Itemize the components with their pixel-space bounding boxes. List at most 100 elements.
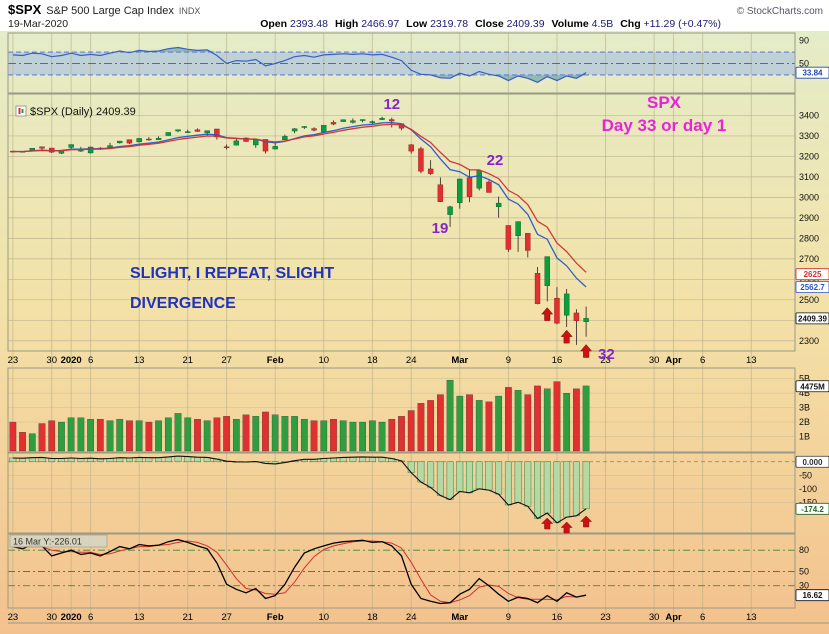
x-axis-label: 6 [88, 355, 93, 366]
x-axis-label: 13 [134, 612, 145, 623]
stoch-k-line [12, 538, 587, 605]
rsi-extreme-shading [12, 74, 587, 83]
x-axis-label: 23 [8, 612, 19, 623]
value-box [795, 281, 829, 293]
x-axis-label: 2020 [61, 612, 82, 623]
axis-label: 2800 [799, 233, 819, 243]
value-box-label: 2562.7 [800, 283, 825, 292]
quote-value-low: 2319.78 [430, 18, 469, 30]
axis-label: 4B [799, 388, 810, 398]
rsi-line [12, 46, 587, 83]
x-axis-label: 21 [182, 355, 193, 366]
quote-label-chg: Chg [620, 18, 644, 30]
x-axis-label: 10 [318, 355, 329, 366]
quote-line: Open 2393.48 High 2466.97 Low 2319.78 Close… [260, 18, 728, 30]
annotation-text: SLIGHT, I REPEAT, SLIGHT [130, 265, 334, 282]
value-box-label: 2625 [804, 270, 822, 279]
x-axis-label: 27 [221, 612, 232, 623]
x-axis-label: 9 [506, 612, 511, 623]
up-arrow [541, 517, 554, 530]
axis-label: 2500 [799, 295, 819, 305]
x-axis-label: 13 [134, 355, 145, 366]
up-arrow [579, 515, 593, 528]
x-axis-label: 16 [552, 355, 563, 366]
up-arrow [580, 344, 593, 358]
quote-value-high: 2466.97 [361, 18, 400, 30]
quote-value-close: 2409.39 [506, 18, 545, 30]
chart-area: 3400330032003100300029002800270026002500… [0, 31, 829, 634]
value-box-label: 33.84 [802, 69, 823, 78]
axis-label: -50 [799, 470, 812, 480]
annotation-text: DIVERGENCE [130, 295, 236, 312]
macd-histogram [9, 455, 590, 524]
axis-label: 2900 [799, 213, 819, 223]
axis-label: 5B [799, 374, 810, 384]
x-axis-label: 30 [649, 355, 660, 366]
axis-label: 3B [799, 403, 810, 413]
x-axis-label: 23 [600, 355, 611, 366]
axis-label: 3300 [799, 131, 819, 141]
chart-header: $SPX S&P 500 Large Cap Index INDX © Stoc… [0, 0, 829, 31]
stoch-signal-line [12, 540, 587, 604]
value-box-label: 0.000 [802, 458, 823, 467]
x-axis-label: 6 [88, 612, 93, 623]
quote-label-close: Close [475, 18, 507, 30]
volume-bars [9, 379, 590, 452]
quote-label-open: Open [260, 18, 290, 30]
axis-label: 2700 [799, 254, 819, 264]
x-axis-label: Mar [451, 355, 468, 366]
annotation-text: 12 [383, 96, 400, 113]
x-axis-label: 18 [367, 355, 378, 366]
value-box [795, 380, 829, 393]
x-axis-label: 23 [600, 612, 611, 623]
value-box [795, 66, 829, 79]
symbol: $SPX [8, 2, 42, 17]
annotation-text: 19 [432, 220, 449, 237]
x-axis-label: 9 [506, 355, 511, 366]
value-box-label: -174.2 [801, 505, 824, 514]
chart-style-icon[interactable] [15, 105, 27, 117]
x-axis-label: 13 [746, 612, 757, 623]
axis-label: 3400 [799, 110, 819, 120]
x-axis-label: 23 [8, 355, 19, 366]
x-axis-label: 13 [746, 355, 757, 366]
quote-label-low: Low [406, 18, 431, 30]
slow-ema-line [12, 123, 587, 273]
axis-label: -150 [799, 497, 817, 507]
up-arrow [560, 521, 573, 534]
x-axis-label: 24 [406, 355, 417, 366]
macd-line [12, 455, 587, 524]
axis-label: 30 [799, 581, 809, 591]
x-axis-label: 2020 [61, 355, 82, 366]
x-axis-label: 30 [46, 355, 57, 366]
annotation-text: 32 [598, 346, 615, 363]
x-axis-label: 18 [367, 612, 378, 623]
axis-label: 1B [799, 432, 810, 442]
axis-label: -100 [799, 484, 817, 494]
quote-label-volume: Volume [551, 18, 592, 30]
value-box-label: 2409.39 [798, 314, 827, 323]
x-axis-label: 6 [700, 612, 705, 623]
x-axis-label: 27 [221, 355, 232, 366]
tooltip-box [9, 534, 108, 548]
chart-canvas: 3400330032003100300029002800270026002500… [0, 31, 829, 634]
x-axis-label: 30 [46, 612, 57, 623]
x-axis-label: 16 [552, 612, 563, 623]
x-axis-label: Apr [665, 355, 682, 366]
annotation-text: SPX [647, 93, 682, 112]
axis-label: 3200 [799, 151, 819, 161]
axis-label: 80 [799, 545, 809, 555]
up-arrow [541, 307, 554, 321]
value-box-label: 16.62 [802, 591, 823, 600]
axis-label: 2B [799, 417, 810, 427]
x-axis-label: 21 [182, 612, 193, 623]
x-axis-label: 10 [318, 612, 329, 623]
exchange-tag: INDX [178, 6, 201, 16]
annotation-text: 22 [487, 152, 504, 169]
axis-label: 50 [799, 567, 809, 577]
copyright-link[interactable]: © StockCharts.com [736, 6, 823, 17]
value-box [795, 312, 829, 325]
x-axis-label: 24 [406, 612, 417, 623]
annotation-text: Day 33 or day 1 [602, 116, 727, 135]
